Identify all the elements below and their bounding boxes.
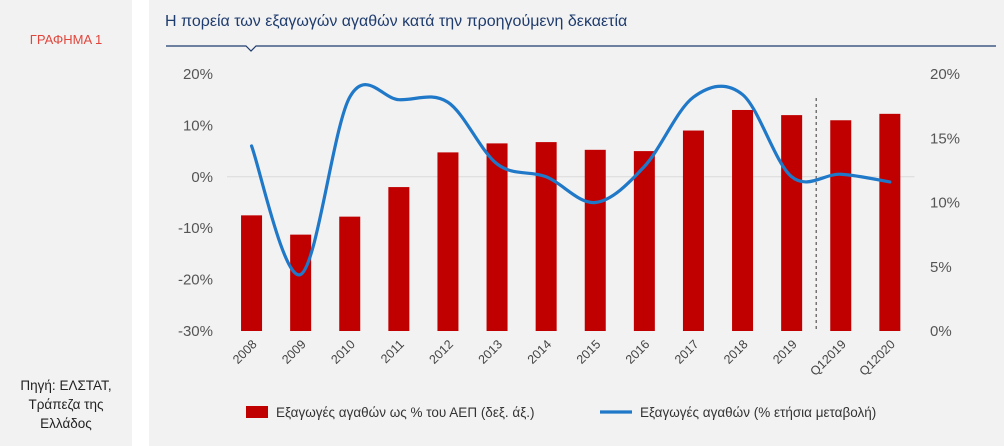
y-right-tick: 10%	[930, 195, 960, 212]
bar	[437, 152, 459, 331]
x-tick: 2016	[623, 337, 653, 367]
source-line: Ελλάδος	[40, 416, 92, 431]
y-right-tick: 5%	[930, 259, 952, 276]
bar	[241, 215, 263, 331]
figure-label: ΓΡΑΦΗΜΑ 1	[29, 32, 103, 47]
bar	[486, 143, 508, 331]
source-line: Τράπεζα της	[28, 397, 104, 412]
bar	[535, 142, 557, 331]
y-left-tick: -30%	[178, 323, 213, 340]
x-tick: 2019	[770, 337, 800, 367]
y-left-tick: 0%	[191, 169, 213, 186]
legend-line-label: Εξαγωγές αγαθών (% ετήσια μεταβολή)	[640, 405, 876, 420]
x-tick: 2013	[476, 337, 506, 367]
x-tick: 2014	[525, 337, 555, 367]
x-tick: 2012	[427, 337, 457, 367]
legend-bar-label: Εξαγωγές αγαθών ως % του ΑΕΠ (δεξ. άξ.)	[276, 405, 534, 420]
title-underline	[166, 45, 996, 52]
y-left-tick: 20%	[183, 66, 213, 83]
bar	[879, 113, 901, 332]
x-tick: 2008	[230, 337, 260, 367]
x-tick: 2015	[574, 337, 604, 367]
bar	[388, 187, 410, 331]
x-tick: Q12019	[808, 337, 849, 378]
source-line: Πηγή: ΕΛΣΤΑΤ,	[20, 378, 112, 393]
bar	[633, 151, 655, 331]
x-tick: 2018	[721, 337, 751, 367]
y-right-tick: 20%	[930, 66, 960, 83]
x-tick: 2017	[672, 337, 702, 367]
bar	[830, 120, 852, 331]
y-left-tick: -10%	[178, 220, 213, 237]
left-panel: ΓΡΑΦΗΜΑ 1 Πηγή: ΕΛΣΤΑΤ, Τράπεζα της Ελλά…	[0, 0, 132, 446]
chart-title: Η πορεία των εξαγωγών αγαθών κατά την πρ…	[165, 13, 628, 30]
bar	[339, 216, 361, 331]
x-tick: 2010	[328, 337, 358, 367]
x-tick: 2011	[378, 337, 407, 366]
y-right-tick: 0%	[930, 323, 952, 340]
x-tick: Q12020	[857, 337, 898, 378]
line-series	[249, 83, 892, 277]
y-left-tick: -20%	[178, 272, 213, 289]
y-right-tick: 15%	[930, 130, 960, 147]
bar	[682, 130, 704, 331]
chart-panel	[149, 0, 1004, 446]
y-left-tick: 10%	[183, 117, 213, 134]
bar	[781, 115, 803, 332]
bar	[290, 234, 312, 331]
bar	[584, 149, 606, 331]
bar	[732, 109, 754, 331]
source-note: Πηγή: ΕΛΣΤΑΤ, Τράπεζα της Ελλάδος	[0, 376, 132, 433]
x-tick: 2009	[279, 337, 309, 367]
legend-bar-swatch	[246, 406, 268, 418]
